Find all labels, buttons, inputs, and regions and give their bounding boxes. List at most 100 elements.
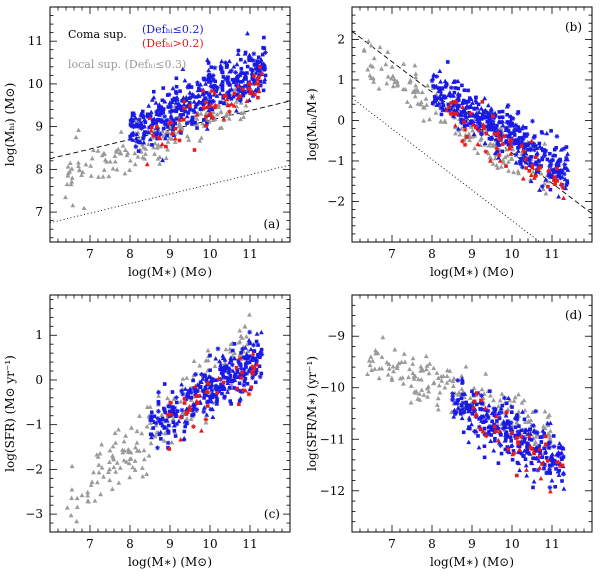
point-coma_low — [136, 117, 142, 123]
point-coma_low — [478, 415, 484, 421]
point-coma_low — [565, 167, 571, 172]
point-local — [404, 99, 410, 104]
point-coma_low — [485, 415, 491, 421]
point-coma_high — [237, 402, 241, 407]
point-coma_low — [562, 162, 568, 167]
point-coma_low — [259, 371, 264, 376]
point-coma_low — [172, 118, 176, 123]
point-coma_low — [540, 455, 545, 459]
point-coma_low — [537, 449, 542, 454]
point-coma_low — [441, 94, 446, 98]
point-coma_high — [462, 127, 468, 133]
point-coma_high — [478, 427, 483, 431]
point-local — [442, 119, 448, 124]
point-coma_low — [546, 445, 552, 451]
point-coma_low — [527, 437, 532, 441]
point-local — [495, 165, 500, 170]
point-local — [410, 370, 416, 376]
point-coma_high — [462, 142, 468, 148]
point-coma_low — [170, 390, 175, 394]
point-coma_high — [221, 380, 226, 385]
point-coma_low — [213, 79, 218, 84]
point-local — [418, 377, 424, 382]
point-coma_low — [161, 86, 166, 90]
point-coma_high — [250, 351, 256, 356]
point-coma_low — [206, 385, 212, 390]
x-tick-label: 7 — [86, 537, 94, 551]
point-coma_low — [208, 106, 214, 112]
point-local — [106, 469, 111, 475]
point-coma_low — [520, 137, 526, 142]
point-coma_low — [484, 411, 490, 416]
point-coma_low — [202, 118, 206, 122]
point-coma_low — [168, 109, 173, 114]
point-coma_high — [492, 424, 497, 429]
point-coma_low — [171, 409, 177, 415]
point-coma_low — [548, 187, 553, 192]
point-local — [436, 382, 442, 388]
point-local — [73, 134, 79, 140]
point-local — [132, 161, 138, 167]
point-coma_low — [456, 126, 461, 131]
point-local — [502, 154, 508, 160]
point-coma_low — [134, 121, 140, 127]
point-coma_low — [218, 382, 224, 387]
point-coma_low — [149, 434, 154, 440]
point-local — [394, 363, 400, 368]
point-coma_low — [207, 77, 213, 83]
point-coma_low — [513, 140, 519, 145]
point-coma_low — [460, 83, 464, 88]
point-coma_high — [254, 80, 259, 85]
point-coma_low — [517, 467, 523, 473]
point-local — [120, 449, 126, 455]
point-coma_low — [487, 136, 492, 141]
point-local — [423, 96, 429, 101]
point-coma_low — [487, 111, 493, 117]
point-coma_low — [219, 386, 225, 391]
point-local — [214, 112, 220, 117]
point-coma_low — [556, 172, 561, 177]
point-coma_low — [539, 146, 544, 151]
point-local — [548, 428, 553, 433]
point-local — [435, 375, 441, 380]
point-coma_low — [243, 84, 248, 88]
point-local — [76, 163, 81, 169]
point-local — [407, 366, 412, 372]
point-local — [74, 495, 80, 501]
point-coma_high — [515, 473, 519, 478]
point-coma_low — [504, 401, 509, 406]
point-coma_low — [555, 449, 561, 455]
point-local — [79, 172, 84, 178]
point-coma_low — [542, 463, 547, 467]
point-coma_high — [558, 181, 564, 186]
point-coma_low — [231, 64, 237, 69]
point-coma_high — [547, 488, 553, 494]
point-coma_low — [439, 112, 444, 117]
point-coma_low — [448, 93, 454, 99]
point-coma_low — [223, 76, 229, 82]
point-coma_low — [561, 455, 566, 459]
point-coma_low — [470, 112, 475, 117]
point-coma_low — [510, 405, 514, 409]
point-coma_low — [435, 96, 440, 101]
point-coma_low — [186, 82, 192, 88]
point-coma_low — [225, 389, 231, 394]
point-coma_low — [542, 466, 546, 471]
point-coma_low — [191, 378, 195, 383]
point-coma_low — [531, 147, 537, 153]
y-tick-label: −10 — [320, 381, 345, 395]
point-local — [459, 386, 465, 391]
point-coma_low — [235, 92, 240, 97]
point-local — [542, 408, 548, 414]
point-coma_low — [497, 110, 502, 114]
point-local — [475, 150, 481, 156]
point-coma_low — [522, 132, 527, 136]
point-local — [532, 441, 538, 447]
point-coma_low — [247, 360, 252, 365]
point-coma_low — [534, 145, 540, 151]
point-coma_low — [191, 94, 195, 98]
point-coma_low — [240, 78, 246, 83]
point-coma_low — [533, 144, 538, 148]
point-coma_low — [150, 432, 155, 437]
point-local — [95, 148, 101, 153]
